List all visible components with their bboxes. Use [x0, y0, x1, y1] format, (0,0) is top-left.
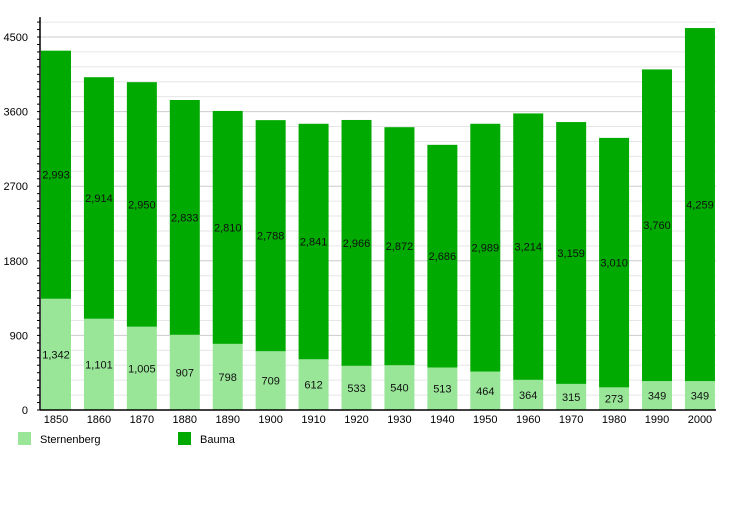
bar-bauma-1900 — [255, 120, 286, 352]
x-tick-label: 1940 — [430, 414, 454, 426]
data-label: 513 — [433, 384, 451, 396]
bar-sternenberg-1900 — [255, 351, 286, 410]
bar-bauma-1930 — [384, 127, 415, 366]
bar-sternenberg-2000 — [684, 381, 715, 410]
data-label: 709 — [261, 376, 279, 388]
axes: 0 900 1800 2700 3600 4500 1850 1860 1870 1880 1890… — [4, 17, 716, 426]
data-label: 315 — [562, 392, 580, 404]
bar-bauma-1860 — [83, 77, 114, 319]
bar-bauma-1870 — [126, 82, 157, 327]
bar-bauma-1990 — [642, 69, 673, 382]
data-label: 4,259 — [686, 200, 714, 212]
x-tick-label: 1890 — [215, 414, 239, 426]
y-tick-label: 3600 — [4, 107, 28, 119]
data-label: 1,101 — [85, 359, 113, 371]
data-label: 3,010 — [600, 258, 628, 270]
data-label: 2,686 — [429, 251, 457, 263]
bar-sternenberg-1960 — [513, 379, 544, 410]
x-tick-label: 1910 — [301, 414, 325, 426]
y-tick-label: 2700 — [4, 181, 28, 193]
data-label: 464 — [476, 386, 494, 398]
data-label: 2,950 — [128, 199, 156, 211]
bar-sternenberg-1850 — [41, 298, 71, 410]
x-tick-label: 1990 — [645, 414, 669, 426]
data-label: 907 — [176, 367, 194, 379]
legend-swatch-bauma — [178, 432, 191, 445]
x-tick-label: 1980 — [602, 414, 626, 426]
y-tick-label: 4500 — [4, 32, 28, 44]
y-tick-label: 0 — [22, 405, 28, 417]
data-label: 2,810 — [214, 222, 242, 234]
x-tick-label: 1870 — [130, 414, 154, 426]
y-tick-label: 900 — [10, 330, 28, 342]
bar-sternenberg-1860 — [83, 318, 114, 410]
data-label: 2,841 — [300, 237, 328, 249]
data-label: 349 — [648, 391, 666, 403]
data-label: 3,760 — [643, 220, 671, 232]
data-label: 533 — [347, 383, 365, 395]
bar-sternenberg-1950 — [470, 371, 501, 410]
bar-bauma-1980 — [599, 137, 630, 388]
x-tick-label: 1900 — [258, 414, 282, 426]
data-label: 1,342 — [42, 349, 70, 361]
data-label: 364 — [519, 390, 537, 402]
x-tick-label: 1950 — [473, 414, 497, 426]
bar-bauma-1910 — [298, 123, 329, 360]
data-label: 798 — [219, 372, 237, 384]
y-tick-label: 1800 — [4, 256, 28, 268]
data-label: 3,159 — [557, 248, 585, 260]
x-tick-label: 1850 — [44, 414, 68, 426]
x-tick-label: 1860 — [87, 414, 111, 426]
x-tick-label: 1880 — [173, 414, 197, 426]
bar-bauma-1960 — [513, 113, 544, 380]
data-label: 2,833 — [171, 212, 199, 224]
legend: Sternenberg Bauma — [18, 432, 236, 446]
bar-bauma-1970 — [556, 122, 587, 384]
data-label: 2,914 — [85, 193, 113, 205]
bar-sternenberg-1980 — [599, 387, 630, 410]
data-label: 2,788 — [257, 231, 285, 243]
data-label: 2,989 — [472, 243, 500, 255]
bar-bauma-1940 — [427, 144, 458, 368]
bar-bauma-1890 — [212, 110, 243, 344]
bar-sternenberg-1880 — [169, 334, 200, 410]
bar-sternenberg-1890 — [212, 343, 243, 410]
data-label: 349 — [691, 391, 709, 403]
bar-sternenberg-1870 — [126, 326, 157, 410]
data-label: 2,993 — [42, 170, 70, 182]
x-tick-label: 1920 — [344, 414, 368, 426]
bar-bauma-1920 — [341, 119, 372, 366]
bar-bauma-1850 — [41, 50, 71, 299]
data-label: 3,214 — [514, 242, 542, 254]
legend-swatch-sternenberg — [18, 432, 31, 445]
data-label: 612 — [304, 380, 322, 392]
bar-sternenberg-1970 — [556, 383, 587, 410]
bar-sternenberg-1910 — [298, 359, 329, 410]
x-tick-label: 1930 — [387, 414, 411, 426]
bar-sternenberg-1940 — [427, 367, 458, 410]
legend-label: Bauma — [200, 434, 236, 446]
bar-bauma-1950 — [470, 123, 501, 372]
bar-sternenberg-1920 — [341, 365, 372, 410]
data-label: 273 — [605, 394, 623, 406]
bar-bauma-1880 — [169, 99, 200, 335]
data-label: 1,005 — [128, 363, 156, 375]
x-tick-label: 2000 — [688, 414, 712, 426]
bar-sternenberg-1930 — [384, 365, 415, 410]
x-tick-label: 1970 — [559, 414, 583, 426]
bar-bauma-2000 — [684, 28, 715, 382]
data-label: 540 — [390, 383, 408, 395]
bar-sternenberg-1990 — [642, 381, 673, 410]
bars: 1,342 2,993 1,101 2,914 1,005 2,950 907 2,833 79… — [41, 28, 715, 410]
legend-label: Sternenberg — [40, 434, 101, 446]
data-label: 2,966 — [343, 238, 371, 250]
data-label: 2,872 — [386, 241, 414, 253]
x-tick-label: 1960 — [516, 414, 540, 426]
